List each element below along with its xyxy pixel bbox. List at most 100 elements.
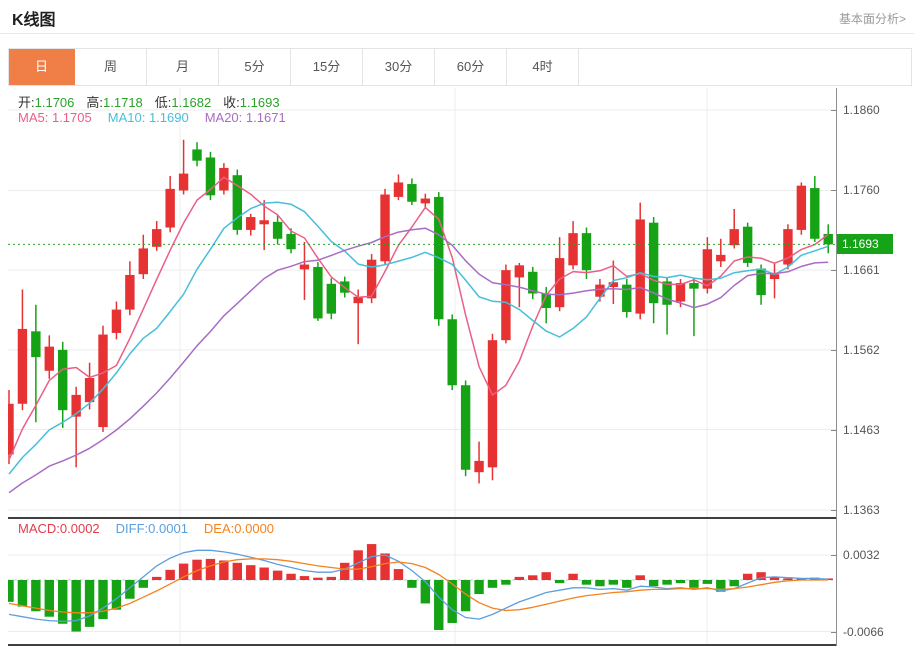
candle-body [487, 340, 498, 468]
current-price-marker: 1.1693 [837, 234, 893, 254]
macd-bar [165, 569, 175, 580]
candle-body [84, 378, 95, 403]
tab-period-4时[interactable]: 4时 [507, 49, 579, 85]
candle-body [474, 460, 484, 473]
macd-bar [608, 580, 619, 585]
candle-body [192, 149, 202, 161]
candle-body [514, 265, 525, 278]
macd-bar [823, 578, 833, 580]
macd-bar [205, 558, 216, 580]
macd-bar [125, 580, 135, 599]
fundamental-analysis-link[interactable]: 基本面分析> [838, 12, 906, 26]
candle-body [44, 346, 54, 371]
macd-bar [662, 580, 672, 585]
ma20-line [8, 227, 829, 494]
ma10-line [8, 201, 829, 475]
candle-body [393, 182, 404, 197]
candle-body [783, 229, 793, 265]
macd-bar [366, 544, 377, 580]
close-value: 1.1693 [239, 95, 280, 110]
candle-body [541, 293, 551, 308]
macd-bar [716, 580, 726, 592]
tab-period-60分[interactable]: 60分 [435, 49, 507, 85]
candle-body [98, 334, 108, 428]
macd-bar [84, 580, 95, 627]
candle-body [420, 198, 431, 204]
y-axis-tick [831, 510, 837, 511]
macd-bar [742, 573, 753, 580]
candlestick-chart[interactable] [8, 88, 836, 517]
candle-body [554, 258, 565, 308]
macd-bar [528, 575, 538, 580]
ma10-readout: MA10: 1.1690 [107, 110, 189, 125]
macd-bar [622, 580, 632, 588]
macd-bar [286, 573, 296, 580]
macd-bar [98, 580, 108, 620]
candle-body [219, 167, 229, 191]
page-title: K线图 [12, 12, 56, 29]
macd-bar [514, 576, 525, 580]
y-axis-tick [831, 190, 837, 191]
candle-body [622, 284, 632, 313]
candle-body [286, 233, 296, 250]
candle-body [138, 248, 148, 275]
tab-period-15分[interactable]: 15分 [291, 49, 363, 85]
macd-bar [8, 580, 14, 602]
macd-bar [192, 559, 202, 580]
chart-bottom-border [8, 644, 836, 646]
macd-bar [460, 580, 471, 612]
macd-bar [246, 565, 256, 580]
candle-body [796, 185, 807, 230]
y-axis-label: 1.1760 [843, 183, 880, 197]
tab-period-5分[interactable]: 5分 [219, 49, 291, 85]
candle-body [662, 281, 672, 305]
tab-period-月[interactable]: 月 [147, 49, 219, 85]
y-axis-label: 1.1562 [843, 343, 880, 357]
y-axis-tick [831, 555, 837, 556]
macd-bar [689, 580, 699, 588]
macd-bar [178, 563, 189, 580]
candle-body [460, 385, 471, 470]
macd-bar [219, 560, 229, 580]
y-axis-label: 0.0032 [843, 548, 880, 562]
macd-bar [783, 578, 793, 580]
candle-body [205, 157, 216, 196]
high-label: 高: [86, 95, 104, 110]
candle-body [810, 188, 820, 239]
tab-period-周[interactable]: 周 [75, 49, 147, 85]
candle-body [823, 233, 833, 245]
high-value: 1.1718 [103, 95, 143, 110]
tabbar-filler [579, 49, 911, 85]
y-axis-label: 1.1363 [843, 503, 880, 517]
macd-bar [729, 580, 739, 587]
candle-body [702, 249, 713, 289]
dea-value-readout: DEA:0.0000 [203, 521, 275, 536]
macd-bar [58, 580, 68, 624]
candle-body [528, 271, 538, 294]
tab-period-日[interactable]: 日 [9, 49, 75, 85]
macd-bar [31, 580, 41, 612]
ohlc-readout: 开:1.1706 高:1.1718 低:1.1682 收:1.1693 [18, 92, 292, 111]
tab-period-30分[interactable]: 30分 [363, 49, 435, 85]
title-separator [0, 33, 914, 34]
candle-body [608, 282, 619, 288]
candle-body [299, 264, 310, 270]
y-axis-line [836, 88, 837, 646]
candle-body [232, 175, 243, 230]
macd-bar [272, 570, 283, 580]
macd-bar [487, 580, 498, 588]
macd-bar [796, 578, 807, 580]
panel-separator [8, 517, 836, 519]
y-axis-label: 1.1661 [843, 263, 880, 277]
candle-body [716, 254, 726, 262]
low-value: 1.1682 [171, 95, 212, 110]
candle-body [8, 403, 14, 455]
candle-body [648, 222, 659, 304]
y-axis-label: 1.1860 [843, 103, 880, 117]
candle-body [407, 184, 417, 202]
macd-bar [340, 562, 350, 580]
macd-chart[interactable] [8, 519, 836, 644]
close-label: 收: [223, 95, 240, 110]
macd-bar [501, 580, 511, 585]
macd-bar [326, 576, 337, 580]
